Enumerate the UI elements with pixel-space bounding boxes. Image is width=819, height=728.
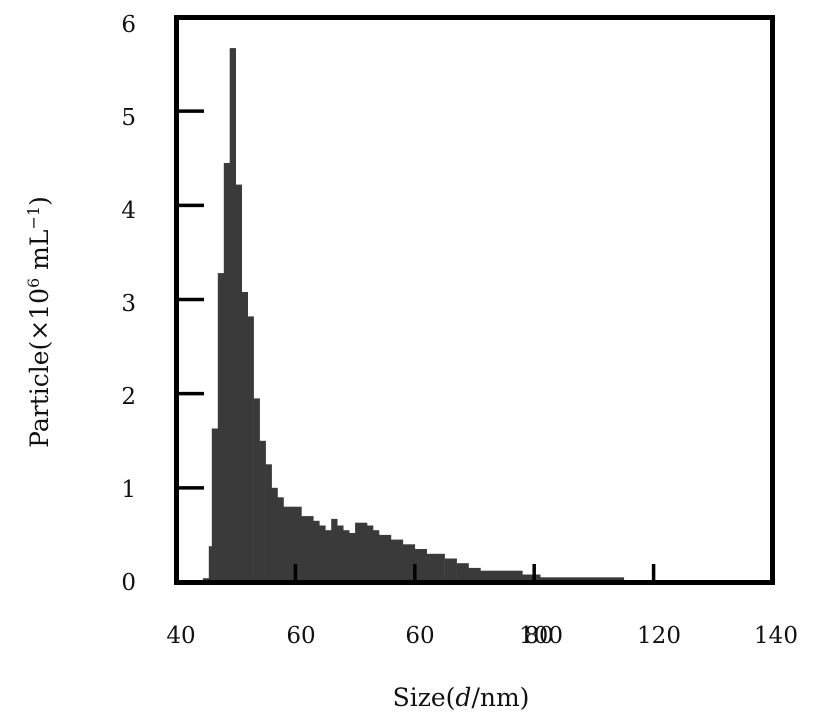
histogram-bar	[414, 549, 427, 582]
histogram-bar	[522, 574, 541, 582]
y-tick-labels: 0 1 2 3 4 5 6	[121, 12, 136, 596]
histogram-bar	[456, 563, 469, 582]
histogram-bar	[402, 544, 416, 582]
histogram-bar	[379, 534, 392, 582]
x-tick-label: 80	[524, 623, 553, 649]
x-axis-title-post: /nm)	[471, 683, 529, 712]
x-axis-title: Size(d/nm)	[393, 683, 530, 712]
histogram-bar	[223, 163, 231, 582]
y-tick-label: 2	[121, 384, 136, 410]
histogram-bar	[355, 522, 368, 582]
x-tick-label: 100	[519, 623, 563, 649]
y-axis-title-sup2: −1	[24, 206, 43, 230]
histogram-bar	[390, 539, 404, 582]
y-tick-label: 3	[121, 291, 136, 317]
histogram-bar	[349, 533, 356, 582]
y-tick-label: 1	[121, 477, 136, 503]
y-tick-label: 6	[121, 12, 136, 38]
axis-ticks	[176, 109, 656, 582]
y-tick-label: 5	[121, 105, 136, 131]
histogram-bar	[480, 570, 523, 582]
histogram-bar	[283, 506, 302, 582]
histogram-bar	[468, 567, 481, 582]
y-tick-label: 0	[121, 570, 136, 596]
histogram-bar	[253, 398, 260, 582]
x-tick-labels: 40 60 60 80 100 120 140	[166, 623, 798, 649]
histogram-bar	[235, 184, 242, 582]
x-tick-label: 60	[286, 623, 315, 649]
histogram-bar	[319, 525, 326, 582]
histogram-bar	[211, 428, 219, 582]
histogram-bar	[265, 464, 272, 582]
histogram-bars	[202, 48, 625, 583]
y-axis-title-pre: Particle(×10	[25, 288, 54, 448]
histogram-bar	[229, 48, 236, 583]
x-tick-label: 60	[405, 623, 434, 649]
histogram-bar	[217, 273, 225, 582]
histogram-bar	[301, 516, 314, 582]
x-tick-label: 120	[637, 623, 681, 649]
histogram-bar	[373, 530, 380, 582]
y-axis-title-post: )	[25, 196, 54, 206]
histogram-bar	[331, 518, 338, 582]
histogram-bar	[325, 530, 332, 582]
histogram-bar	[259, 440, 266, 583]
histogram-bar	[241, 292, 248, 582]
plot-frame	[174, 15, 775, 585]
y-axis-title-sup: 6	[24, 278, 43, 288]
x-axis-title-italic: d	[455, 683, 471, 712]
histogram-bar	[277, 497, 284, 583]
histogram-bar	[444, 558, 457, 582]
histogram-bar	[247, 316, 254, 582]
histogram-bar	[540, 577, 625, 582]
x-tick-label: 40	[166, 623, 195, 649]
y-axis-title-mid: mL	[25, 230, 54, 278]
histogram-bar	[337, 525, 344, 582]
histogram-bar	[208, 546, 213, 582]
histogram-bar	[313, 520, 320, 582]
histogram-bar	[343, 530, 350, 582]
histogram-bar	[367, 525, 374, 582]
x-axis-title-pre: Size(	[393, 683, 456, 712]
histogram-bar	[271, 487, 278, 582]
y-tick-label: 4	[121, 198, 136, 224]
y-axis-title: Particle(×106 mL−1)	[24, 196, 55, 448]
x-tick-label: 140	[754, 623, 798, 649]
histogram-bar	[426, 553, 445, 583]
